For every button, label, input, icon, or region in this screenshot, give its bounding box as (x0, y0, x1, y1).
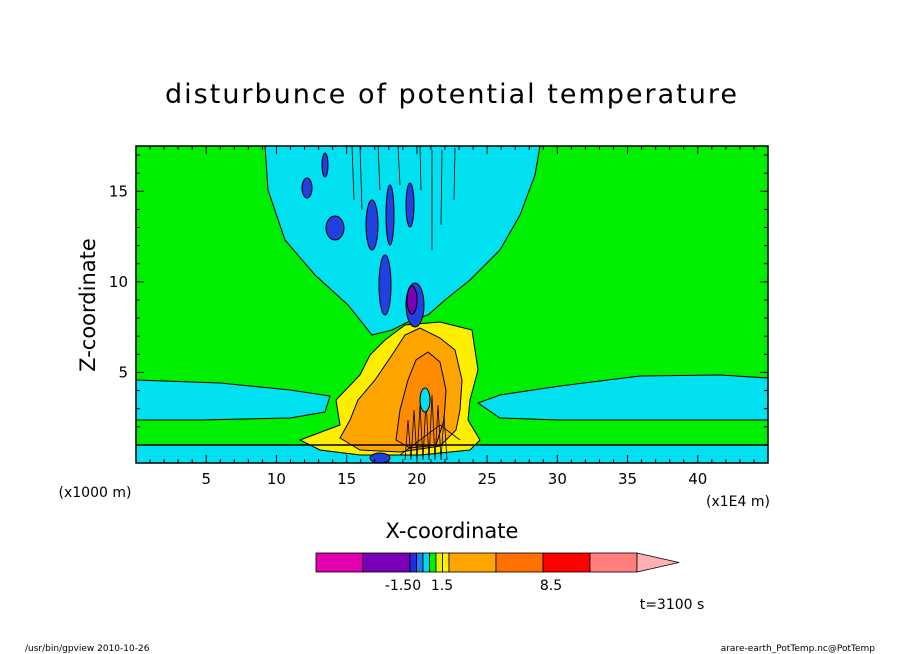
colorbar-swatch (416, 552, 424, 573)
colorbar-swatch (589, 552, 638, 573)
y-axis-label: Z-coordinate (76, 238, 100, 372)
cold-cell (378, 254, 392, 316)
x-tick-label: 30 (548, 470, 567, 488)
cold-cell (369, 452, 391, 464)
y-tick-labels: 5 10 15 (109, 182, 128, 381)
cold-cell (365, 199, 379, 251)
contour-line (377, 145, 381, 191)
colorbar-label: 1.5 (431, 578, 453, 594)
striations (351, 145, 456, 250)
cool-layer-lower (135, 379, 331, 421)
colorbar-swatch (362, 552, 411, 573)
x-tick-label: 5 (201, 470, 211, 488)
colorbar-label: -1.50 (385, 578, 421, 594)
x-tick-label: 40 (688, 470, 707, 488)
colorbar-swatch (495, 552, 544, 573)
contour-line (397, 145, 401, 186)
y-tick-label: 10 (109, 273, 128, 291)
x-tick-label: 25 (478, 470, 497, 488)
cold-cell (325, 215, 345, 241)
cool-layer-right (476, 374, 769, 421)
colorbar-label: 8.5 (540, 578, 562, 594)
colorbar-swatch (435, 552, 443, 573)
colorbar-swatch (542, 552, 591, 573)
x-unit-left: (x1000 m) (59, 485, 132, 501)
cold-cell (385, 184, 395, 246)
x-axis-label: X-coordinate (386, 519, 519, 543)
colorbar-arrow (636, 552, 680, 573)
colorbar-swatch (442, 552, 450, 573)
y-tick-label: 5 (118, 363, 128, 381)
colorbar (315, 552, 680, 573)
footer-left: /usr/bin/gpview 2010-10-26 (25, 644, 150, 654)
cold-cell (419, 387, 431, 413)
colorbar-swatch (429, 552, 437, 573)
cold-cell (321, 152, 329, 178)
contour-line (453, 147, 456, 201)
contour-line (351, 145, 355, 201)
cold-cell (405, 182, 415, 228)
footer-right: arare-earth_PotTemp.nc@PotTemp (721, 644, 876, 654)
coldest-cell (406, 285, 418, 315)
plot-area (135, 145, 769, 464)
plot-frame (135, 145, 769, 464)
x-tick-label: 15 (337, 470, 356, 488)
colorbar-labels: -1.50 1.5 8.5 (385, 578, 562, 594)
colorbar-swatch (315, 552, 364, 573)
contour-line (419, 145, 422, 191)
cold-cell (301, 177, 313, 199)
time-label: t=3100 s (640, 597, 705, 613)
x-tick-label: 35 (618, 470, 637, 488)
x-unit-right: (x1E4 m) (706, 494, 770, 510)
x-tick-label: 10 (267, 470, 286, 488)
colorbar-swatch (409, 552, 417, 573)
y-tick-label: 15 (109, 182, 128, 200)
colorbar-swatch (422, 552, 430, 573)
axis-ticks (136, 146, 768, 463)
contour-line (440, 149, 443, 226)
contour-line (359, 145, 363, 211)
chart-title: disturbunce of potential temperature (165, 79, 739, 110)
x-tick-label: 20 (407, 470, 426, 488)
colorbar-swatch (448, 552, 497, 573)
x-tick-labels: 5 10 15 20 25 30 35 40 (201, 470, 707, 488)
